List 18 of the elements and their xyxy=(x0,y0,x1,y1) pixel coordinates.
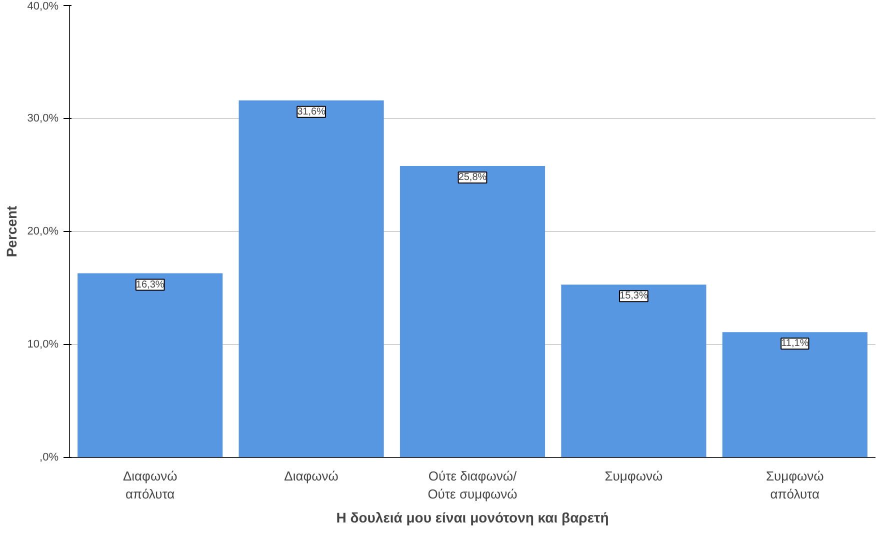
bar xyxy=(561,284,706,458)
y-tick-label: 30,0% xyxy=(27,112,59,124)
y-axis-title: Percent xyxy=(3,205,20,258)
x-axis-title: Η δουλειά μου είναι μονότονη και βαρετή xyxy=(336,510,609,526)
bar xyxy=(238,100,384,458)
x-tick-label: Συμφωνώ απόλυτα xyxy=(766,468,824,502)
bar xyxy=(78,273,223,458)
y-tick-label: 20,0% xyxy=(27,226,59,238)
x-tick-label: Ούτε διαφωνώ/ Ούτε συμφωνώ xyxy=(428,468,518,502)
y-tick-label: ,0% xyxy=(40,452,59,464)
x-tick-label: Διαφωνώ απόλυτα xyxy=(122,468,178,502)
bar xyxy=(722,332,868,458)
x-tick-label: Συμφωνώ xyxy=(604,468,663,484)
y-tick-label: 10,0% xyxy=(27,338,59,350)
bar xyxy=(400,166,546,458)
y-tick-label: 40,0% xyxy=(27,0,59,12)
data-label: 15,3% xyxy=(620,290,648,302)
x-tick-label: Διαφωνώ xyxy=(284,468,338,484)
